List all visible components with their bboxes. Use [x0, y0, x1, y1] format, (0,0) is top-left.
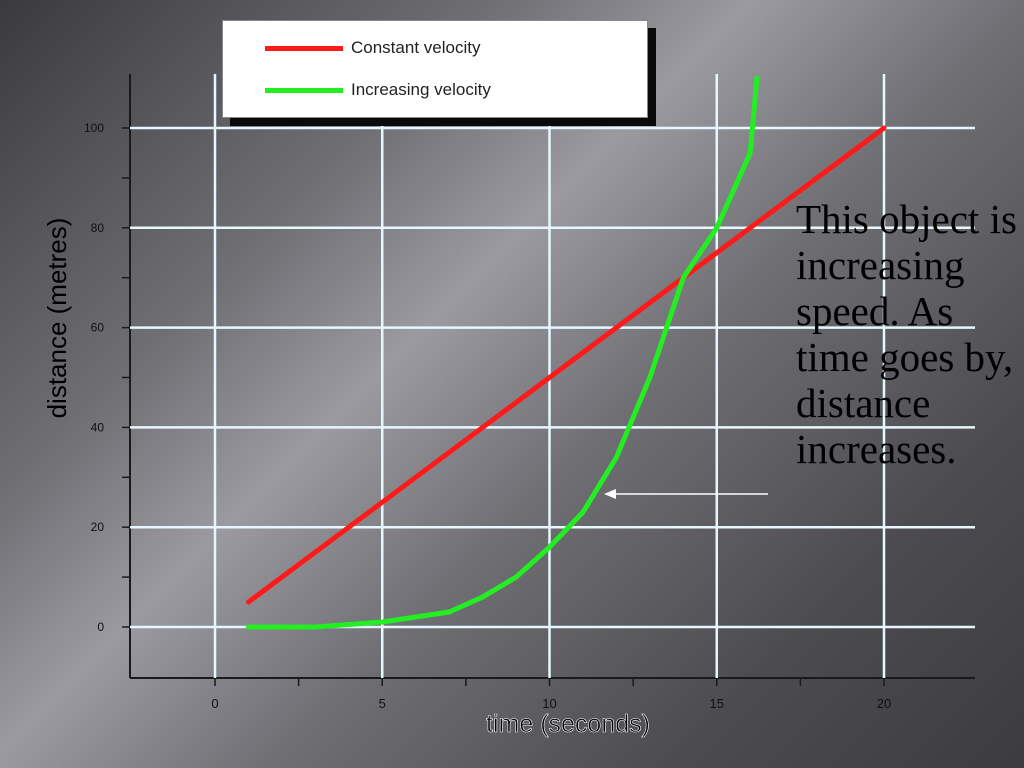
legend-label-increasing-velocity: Increasing velocity — [351, 80, 491, 99]
x-tick-label: 5 — [379, 696, 386, 711]
series-line-increasing-velocity — [245, 75, 760, 630]
annotation-text: This object is increasing speed. As time… — [796, 196, 1017, 472]
legend-swatch-increasing-velocity — [265, 87, 343, 93]
y-tick-label: 0 — [97, 620, 104, 634]
legend-swatch-constant-velocity — [265, 45, 343, 51]
y-tick-label: 60 — [91, 321, 105, 335]
x-tick-label: 10 — [542, 696, 556, 711]
y-tick-label: 80 — [91, 221, 105, 235]
legend: Constant velocity Increasing velocity — [222, 20, 648, 118]
y-tick-label: 40 — [91, 420, 105, 434]
x-axis-label: time (seconds) — [486, 710, 651, 739]
legend-item-increasing-velocity: Increasing velocity — [265, 78, 491, 102]
annotation-arrow-head — [604, 489, 616, 499]
x-tick-label: 0 — [211, 696, 218, 711]
y-tick-label: 100 — [84, 121, 104, 135]
series-line-constant-velocity — [245, 125, 887, 605]
y-axis-label: distance (metres) — [42, 217, 72, 419]
legend-label-constant-velocity: Constant velocity — [351, 38, 481, 57]
x-tick-label: 15 — [710, 696, 724, 711]
x-tick-label: 20 — [877, 696, 891, 711]
y-tick-label: 20 — [91, 520, 105, 534]
legend-item-constant-velocity: Constant velocity — [265, 36, 480, 60]
